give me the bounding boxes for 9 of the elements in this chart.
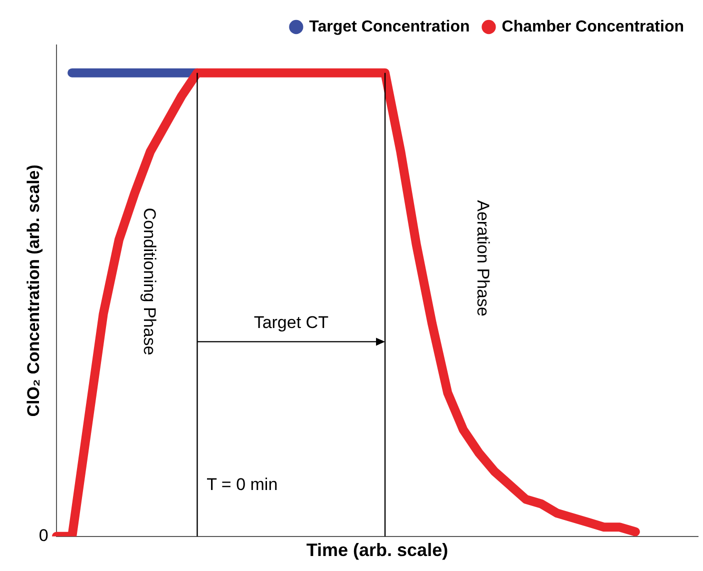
y-axis-title: ClO₂ Concentration (arb. scale) [24,164,43,417]
annotation: Conditioning Phase [140,208,160,356]
x-axis-title: Time (arb. scale) [306,540,448,560]
legend-label: Chamber Concentration [502,18,684,36]
annotation: Target CT [254,312,328,332]
legend-label: Target Concentration [309,18,470,36]
text: 0 [38,526,48,546]
annotation: Aeration Phase [473,200,492,316]
annotation: T = 0 min [206,475,278,494]
